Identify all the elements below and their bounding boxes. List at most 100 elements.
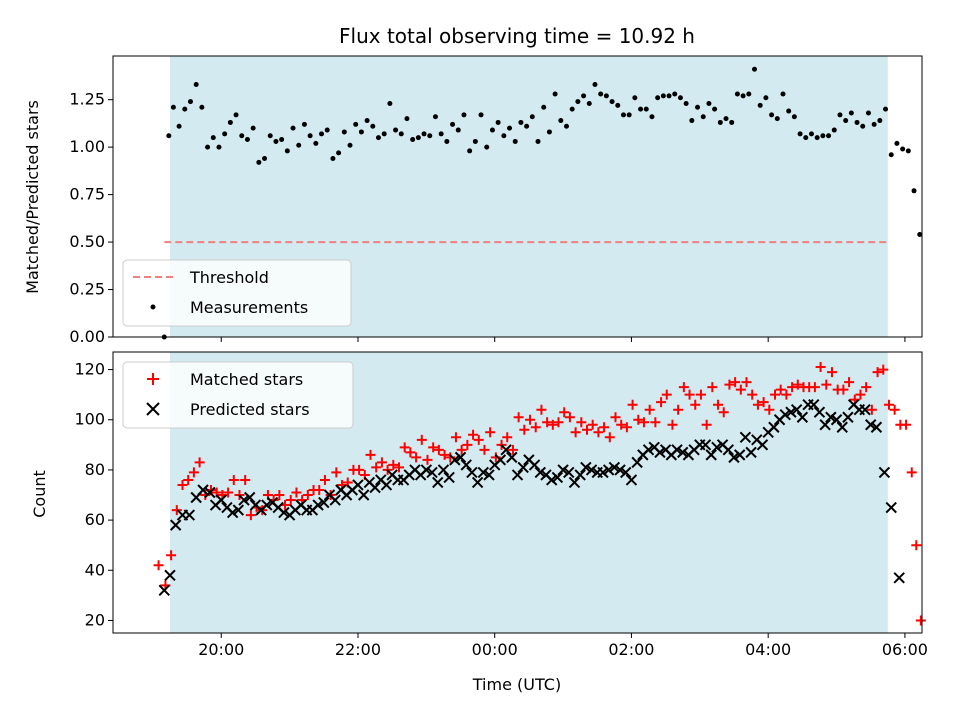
matched-star-point bbox=[519, 424, 530, 435]
bottom-x-tick-label: 20:00 bbox=[198, 640, 244, 659]
predicted-star-point bbox=[557, 464, 569, 476]
measurement-point bbox=[358, 129, 364, 135]
predicted-star-point bbox=[865, 419, 877, 431]
measurement-point bbox=[182, 106, 188, 112]
bottom-legend-box bbox=[122, 361, 354, 429]
measurement-point bbox=[843, 118, 849, 124]
predicted-star-point bbox=[830, 414, 843, 426]
measurement-point bbox=[210, 135, 216, 141]
matched-star-point bbox=[388, 459, 399, 470]
predicted-star-point bbox=[471, 476, 484, 489]
matched-star-point bbox=[530, 422, 541, 433]
predicted-star-point bbox=[642, 444, 655, 456]
matched-star-point bbox=[570, 427, 581, 438]
chart-title: Flux total observing time = 10.92 h bbox=[339, 24, 695, 48]
measurement-point bbox=[672, 91, 678, 97]
measurement-point bbox=[319, 131, 325, 137]
predicted-star-point bbox=[568, 476, 581, 489]
bottom-series-1 bbox=[158, 398, 905, 597]
measurement-point bbox=[592, 81, 598, 87]
matched-star-point bbox=[450, 432, 461, 443]
matched-star-point bbox=[667, 419, 678, 430]
predicted-star-point bbox=[232, 504, 245, 516]
matched-star-point bbox=[747, 389, 758, 400]
predicted-star-point bbox=[449, 454, 461, 466]
measurement-point bbox=[706, 100, 712, 106]
matched-star-point bbox=[223, 487, 234, 498]
matched-stars-legend-label: Matched stars bbox=[190, 370, 303, 389]
measurement-point bbox=[267, 133, 273, 139]
measurement-point bbox=[734, 91, 740, 97]
predicted-star-point bbox=[574, 469, 586, 481]
measurement-point bbox=[193, 81, 199, 87]
matched-star-point bbox=[188, 467, 199, 478]
matched-star-point bbox=[285, 495, 296, 506]
measurement-point bbox=[461, 112, 467, 118]
predicted-star-point bbox=[517, 461, 529, 474]
predicted-star-point bbox=[885, 501, 897, 514]
predicted-star-point bbox=[878, 466, 891, 479]
matched-star-point bbox=[661, 389, 672, 400]
matched-star-point bbox=[883, 399, 894, 410]
measurement-point bbox=[501, 133, 507, 139]
measurement-point bbox=[524, 123, 530, 129]
measurement-point bbox=[529, 114, 535, 120]
measurement-point bbox=[450, 121, 456, 127]
matched-star-point bbox=[513, 412, 524, 423]
predicted-star-point bbox=[677, 446, 689, 459]
measurement-point bbox=[683, 100, 689, 106]
predicted-star-point bbox=[699, 439, 712, 451]
measurement-point bbox=[837, 112, 843, 118]
measurement-point bbox=[296, 142, 302, 148]
predicted-star-point bbox=[722, 444, 735, 456]
measurement-point bbox=[222, 131, 228, 137]
bottom-y-axis-label: Count bbox=[30, 470, 49, 518]
measurement-point bbox=[831, 127, 837, 133]
matched-star-point bbox=[713, 399, 724, 410]
top-y-tick-label: 0.50 bbox=[69, 232, 105, 251]
measurement-point bbox=[797, 131, 803, 137]
matched-star-point bbox=[906, 467, 917, 478]
matched-star-point bbox=[365, 449, 376, 460]
measurement-point bbox=[598, 91, 604, 97]
predicted-star-point bbox=[608, 461, 621, 474]
matched-star-point bbox=[826, 367, 837, 378]
measurement-point bbox=[364, 118, 370, 124]
matched-star-point bbox=[416, 434, 427, 445]
matched-star-point bbox=[177, 479, 188, 490]
measurement-point bbox=[854, 119, 860, 125]
predicted-star-point bbox=[329, 494, 341, 506]
predicted-star-point bbox=[836, 421, 848, 433]
matched-star-point bbox=[274, 490, 285, 501]
measurement-point bbox=[166, 133, 172, 139]
measurement-point bbox=[170, 104, 176, 110]
predicted-star-point bbox=[312, 499, 324, 511]
measurement-point bbox=[284, 148, 290, 154]
measurement-point bbox=[723, 116, 729, 122]
measurement-point bbox=[695, 104, 701, 110]
matched-star-point bbox=[878, 364, 889, 375]
measurement-point bbox=[649, 114, 655, 120]
predicted-star-point bbox=[380, 479, 393, 491]
measurement-point bbox=[729, 119, 735, 125]
top-y-tick-label: 1.25 bbox=[69, 90, 105, 109]
measurement-point bbox=[746, 91, 752, 97]
measurement-point bbox=[826, 133, 832, 139]
matched-star-point bbox=[718, 407, 729, 418]
measurement-point bbox=[740, 93, 746, 99]
measurement-point bbox=[626, 112, 632, 118]
measurement-point bbox=[814, 135, 820, 141]
predicted-star-point bbox=[204, 486, 216, 499]
measurement-point bbox=[432, 114, 438, 120]
predicted-star-point bbox=[158, 584, 170, 597]
matched-star-point bbox=[593, 427, 604, 438]
predicted-star-point bbox=[870, 421, 883, 433]
measurement-point bbox=[563, 123, 569, 129]
matched-star-point bbox=[354, 464, 365, 475]
measurement-point bbox=[262, 156, 268, 162]
measurement-point bbox=[330, 156, 336, 162]
matched-star-point bbox=[616, 419, 627, 430]
predicted-star-point bbox=[859, 403, 871, 416]
measurement-point bbox=[427, 133, 433, 139]
